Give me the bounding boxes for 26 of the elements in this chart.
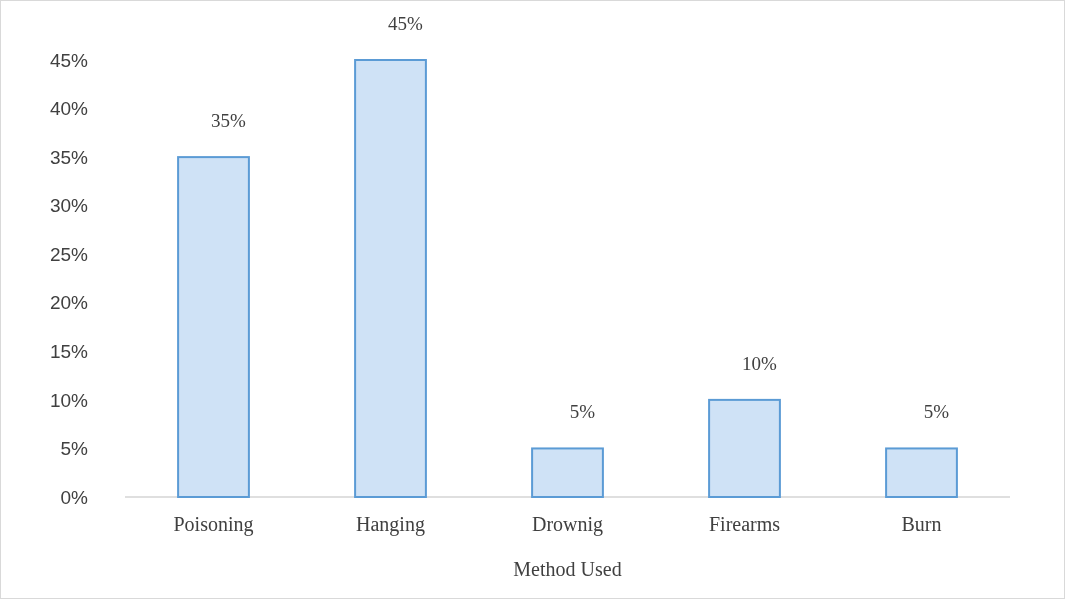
y-tick-label: 5% <box>60 438 89 460</box>
y-tick-label: 40% <box>49 98 89 120</box>
data-label: 10% <box>742 352 778 374</box>
y-tick-label: 25% <box>49 243 89 265</box>
data-label: 5% <box>923 401 950 423</box>
x-axis-title: Method Used <box>513 558 622 580</box>
x-tick-label: Firearms <box>708 513 781 535</box>
y-tick-label: 30% <box>49 195 89 217</box>
y-tick-label: 35% <box>49 146 89 168</box>
data-label: 5% <box>569 401 596 423</box>
data-label: 35% <box>211 110 247 132</box>
y-tick-label: 45% <box>49 49 89 71</box>
bar <box>177 156 250 498</box>
bar <box>531 447 604 498</box>
x-tick-label: Hanging <box>356 513 425 536</box>
bar <box>885 447 958 498</box>
y-tick-label: 15% <box>49 340 89 362</box>
bar <box>354 59 427 498</box>
x-tick-label: Burn <box>901 513 942 535</box>
y-tick-label: 10% <box>49 389 89 411</box>
y-tick-label: 20% <box>49 292 89 314</box>
x-tick-label: Poisoning <box>173 513 254 536</box>
bar <box>708 398 781 498</box>
x-tick-label: Drownig <box>531 513 604 536</box>
data-label: 45% <box>388 13 424 34</box>
y-tick-label: 0% <box>60 486 89 508</box>
